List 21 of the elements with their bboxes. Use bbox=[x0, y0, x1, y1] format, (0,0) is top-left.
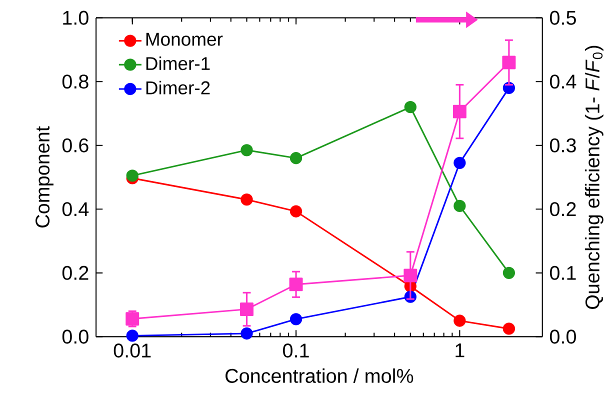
legend-label: Dimer-1 bbox=[146, 56, 210, 70]
y2-axis-title: Quenching efficiency (1- F/F$_{0}$) bbox=[584, 46, 604, 309]
legend-label: Monomer bbox=[146, 32, 223, 46]
y-tick-label: 0.2 bbox=[62, 266, 88, 280]
y-tick-label: 0.0 bbox=[62, 330, 88, 344]
y2-tick-label: 0.2 bbox=[550, 202, 576, 216]
x-tick-label: 1 bbox=[456, 344, 464, 358]
y2-tick-label: 0.1 bbox=[550, 266, 576, 280]
y-tick-label: 0.8 bbox=[62, 74, 88, 89]
y2-tick-label: 0.4 bbox=[550, 74, 576, 89]
x-tick-label: 0.01 bbox=[114, 344, 151, 358]
x-axis-title: Concentration / mol% bbox=[226, 368, 414, 383]
y2-tick-label: 0.0 bbox=[550, 330, 576, 344]
x-tick-label: 0.1 bbox=[283, 344, 309, 358]
y2-tick-label: 0.3 bbox=[550, 138, 576, 152]
y-tick-label: 0.4 bbox=[62, 202, 89, 216]
y-tick-label: 0.6 bbox=[62, 138, 88, 152]
legend-label: Dimer-2 bbox=[146, 80, 210, 94]
y-tick-label: 1.0 bbox=[63, 10, 88, 25]
y2-tick-label: 0.5 bbox=[550, 10, 576, 25]
y-axis-title: Component bbox=[36, 126, 54, 228]
